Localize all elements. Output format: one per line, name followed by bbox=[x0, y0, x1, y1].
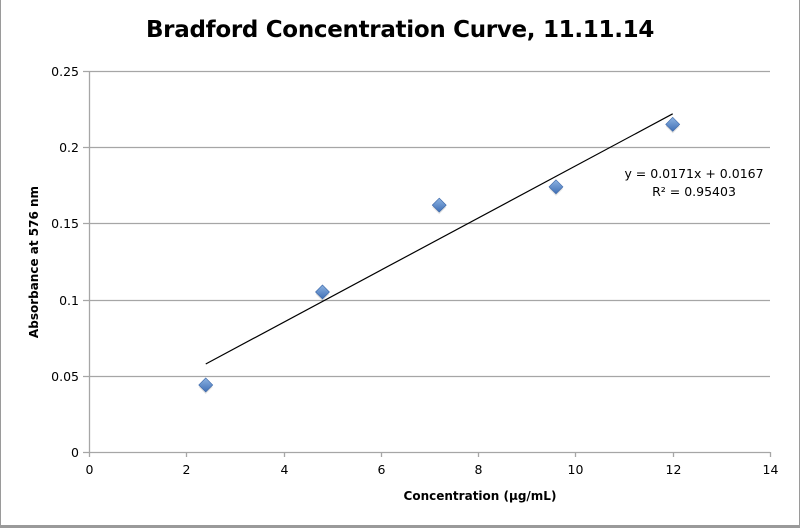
y-tick-label: 0.15 bbox=[51, 216, 79, 231]
x-tick-label: 14 bbox=[763, 462, 779, 477]
y-tick-label: 0 bbox=[71, 445, 79, 460]
y-tick-label: 0.05 bbox=[51, 369, 79, 384]
gridlines bbox=[83, 70, 770, 454]
data-points bbox=[198, 116, 681, 394]
x-tick-label: 8 bbox=[475, 462, 483, 477]
y-tick-label: 0.2 bbox=[59, 140, 79, 155]
y-axis-label: Absorbance at 576 nm bbox=[27, 186, 41, 338]
chart-title: Bradford Concentration Curve, 11.11.14 bbox=[145, 17, 655, 43]
y-axis-ticks: 0 0.05 0.1 0.15 0.2 0.25 bbox=[51, 64, 79, 460]
x-tick-label: 12 bbox=[666, 462, 682, 477]
x-tick-label: 2 bbox=[183, 462, 191, 477]
x-axis-label: Concentration (µg/mL) bbox=[404, 489, 557, 503]
data-point-diamond bbox=[548, 179, 564, 195]
trendline-equation: y = 0.0171x + 0.0167 bbox=[624, 166, 763, 181]
x-tick-label: 10 bbox=[568, 462, 584, 477]
x-tick-label: 6 bbox=[378, 462, 386, 477]
trendline bbox=[205, 113, 673, 365]
data-point-diamond bbox=[431, 197, 447, 213]
r-squared-label: R² = 0.95403 bbox=[652, 184, 736, 199]
y-tick-label: 0.25 bbox=[51, 64, 79, 79]
x-axis-ticks: 0 2 4 6 8 10 12 14 bbox=[86, 452, 779, 477]
data-point-diamond bbox=[315, 284, 330, 300]
data-point-diamond bbox=[665, 116, 681, 132]
data-point-diamond bbox=[198, 377, 214, 393]
x-tick-label: 0 bbox=[86, 462, 94, 477]
x-tick-label: 4 bbox=[281, 462, 289, 477]
y-tick-label: 0.1 bbox=[59, 293, 79, 308]
